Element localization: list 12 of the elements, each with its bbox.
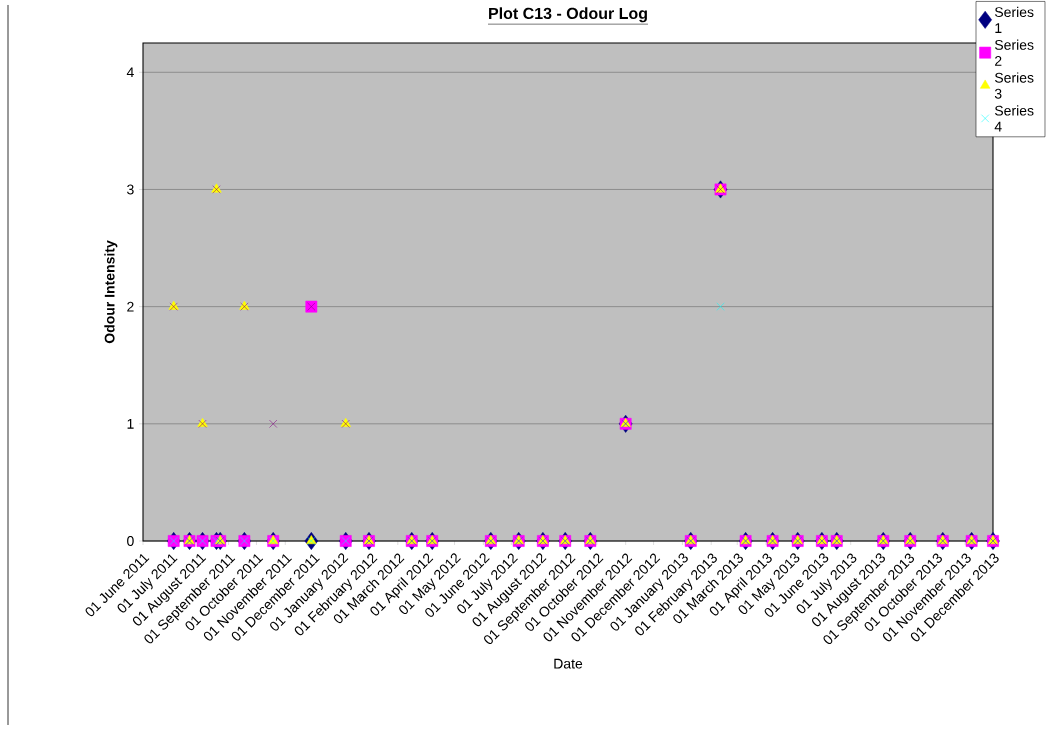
y-tick-label: 4 [126, 67, 134, 78]
legend-label: Series 3 [994, 72, 1034, 99]
chart-title: Plot C13 - Odour Log [489, 7, 647, 23]
legend-label: Series 1 [994, 6, 1034, 33]
y-tick-label: 3 [127, 184, 134, 195]
y-axis-title: Odour Intensity [104, 240, 118, 344]
x-axis-title: Date [554, 658, 583, 669]
legend-label: Series 4 [994, 105, 1034, 132]
legend-label: Series 2 [994, 39, 1034, 66]
y-tick-label: 0 [127, 536, 134, 546]
y-tick-label: 1 [127, 419, 134, 429]
y-tick-label: 2 [127, 301, 134, 312]
